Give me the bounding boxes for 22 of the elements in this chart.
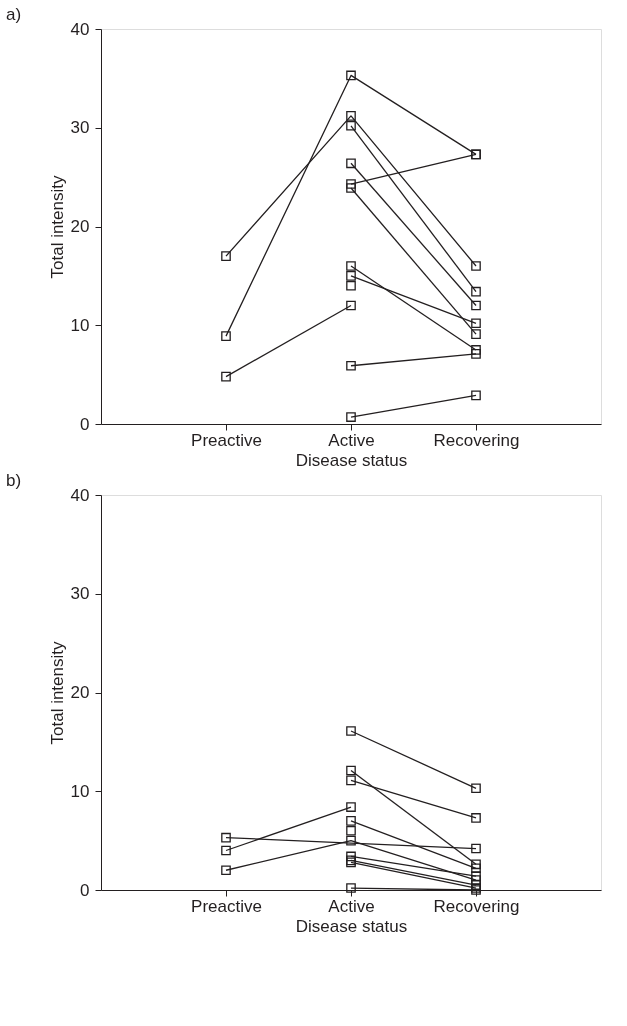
y-tick-label: 20: [70, 683, 90, 702]
y-tick-label: 0: [80, 880, 90, 900]
x-tick-label: Preactive: [191, 430, 262, 450]
y-tick-label: 10: [70, 781, 90, 801]
x-tick-label: Recovering: [433, 430, 520, 450]
x-axis-title: Disease status: [295, 450, 408, 470]
y-tick-label: 40: [70, 485, 90, 505]
x-tick-label: Preactive: [191, 896, 262, 916]
x-axis-title: Disease status: [295, 916, 408, 936]
y-tick-label: 0: [80, 414, 90, 434]
x-tick-label: Recovering: [433, 896, 520, 916]
y-tick-label: 30: [70, 118, 90, 138]
y-tick-label: 10: [70, 315, 90, 335]
y-axis-title: Total intensity: [47, 175, 67, 279]
chart-title: a): [6, 5, 22, 24]
x-tick-label: Active: [328, 896, 375, 916]
y-tick-label: 40: [70, 19, 90, 39]
chart-title: b): [6, 471, 22, 490]
x-tick-label: Active: [328, 430, 375, 450]
y-tick-label: 20: [70, 217, 90, 236]
y-tick-label: 30: [70, 584, 90, 604]
y-axis-title: Total intensity: [47, 641, 67, 745]
